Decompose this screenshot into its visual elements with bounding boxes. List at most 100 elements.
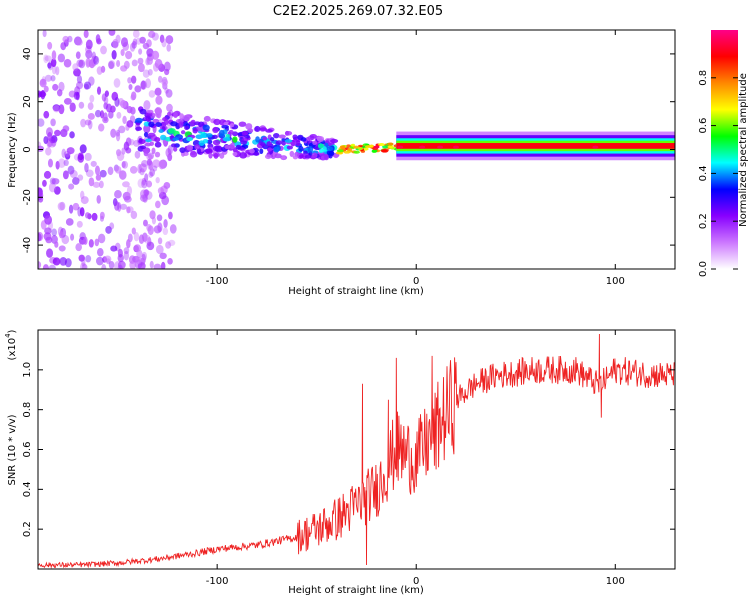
spectrogram-signal-cell bbox=[202, 124, 210, 131]
spectrogram-ticks: -100 0 100 -40 -20 0 20 40 bbox=[22, 30, 675, 287]
spectrogram-signal-cell bbox=[171, 143, 177, 148]
spectrogram-noise-cell bbox=[88, 239, 94, 248]
spectrogram-noise-cell bbox=[108, 260, 115, 269]
spectrogram-noise-cell bbox=[108, 110, 114, 119]
spectrogram-noise-cell bbox=[51, 178, 60, 185]
spectrogram-noise-cell bbox=[152, 159, 161, 168]
spectrogram-noise-cell bbox=[94, 165, 100, 176]
spectrogram-noise-cell bbox=[114, 97, 120, 107]
spectrogram-signal-cell bbox=[228, 129, 234, 135]
spectrogram-signal-cell bbox=[223, 121, 231, 126]
spectrogram-noise-cell bbox=[108, 61, 115, 70]
spectrogram-signal-cell bbox=[325, 146, 334, 151]
spectrogram-noise-cell bbox=[139, 168, 145, 176]
spectrogram-noise-cell bbox=[132, 30, 140, 38]
spectrogram-noise-cell bbox=[94, 109, 102, 118]
spectrogram-noise-cell bbox=[50, 75, 56, 82]
spectrogram-noise-cell bbox=[155, 176, 160, 184]
spectrogram-noise-cell bbox=[117, 254, 124, 263]
spectrogram-ytick-label: 20 bbox=[22, 95, 33, 108]
spectrogram-signal-cell bbox=[259, 127, 268, 131]
spectrogram-signal-cell bbox=[307, 145, 314, 153]
colorbar-tick-label: 0.0 bbox=[698, 261, 709, 277]
spectrogram-noise-cell bbox=[69, 131, 75, 139]
spectrogram-xtick-label: 0 bbox=[413, 276, 419, 287]
spectrogram-noise-cell bbox=[117, 260, 126, 269]
spectrogram-noise-cell bbox=[93, 55, 100, 65]
spectrogram-noise-cell bbox=[116, 151, 125, 161]
spectrogram-noise-cell bbox=[53, 186, 61, 195]
spectrogram-signal-cell bbox=[281, 155, 286, 160]
spectrogram-noise-cell bbox=[52, 83, 59, 91]
spectrogram-noise-cell bbox=[57, 202, 65, 211]
spectrogram-noise-cell bbox=[147, 225, 154, 236]
spectrogram-noise-cell bbox=[62, 125, 70, 132]
spectrogram-signal-cell bbox=[190, 119, 196, 124]
spectrogram-noise-cell bbox=[63, 97, 72, 105]
spectrogram-ylabel: Frequency (Hz) bbox=[7, 112, 18, 188]
spectrogram-marks bbox=[38, 30, 675, 269]
spectrogram-noise-cell bbox=[151, 216, 157, 225]
spectrogram-xtick-label: -100 bbox=[206, 276, 229, 287]
spectrogram-signal-cell bbox=[273, 146, 280, 153]
spectrogram-signal-cell bbox=[330, 138, 339, 144]
spectrogram-peak-cell bbox=[397, 145, 404, 149]
spectrogram-noise-cell bbox=[129, 165, 138, 174]
spectrogram-carrier-cell bbox=[350, 143, 356, 147]
spectrogram-signal-cell bbox=[221, 124, 229, 129]
spectrogram-noise-cell bbox=[38, 118, 45, 127]
spectrogram-noise-cell bbox=[151, 147, 156, 155]
colorbar-tick-label: 0.8 bbox=[698, 70, 709, 86]
spectrogram-signal-cell bbox=[155, 122, 162, 127]
spectrogram-noise-cell bbox=[84, 162, 89, 173]
spectrogram-signal-cell bbox=[182, 114, 191, 122]
spectrogram-noise-cell bbox=[167, 144, 173, 155]
spectrogram-signal-cell bbox=[317, 152, 325, 156]
spectrogram-noise-cell bbox=[59, 231, 64, 239]
spectrogram-noise-cell bbox=[159, 34, 165, 43]
spectrogram-signal-cell bbox=[198, 140, 205, 146]
spectrogram-signal-cell bbox=[212, 139, 221, 146]
spectrogram-signal-cell bbox=[152, 118, 160, 124]
spectrogram-noise-cell bbox=[76, 39, 83, 46]
spectrogram-noise-cell bbox=[61, 148, 67, 159]
spectrogram-noise-cell bbox=[96, 248, 104, 257]
spectrogram-noise-cell bbox=[144, 78, 152, 89]
spectrogram-carrier-cell bbox=[343, 150, 351, 154]
spectrogram-carrier-cell bbox=[353, 150, 360, 154]
spectrogram-noise-cell bbox=[38, 145, 45, 152]
snr-frame bbox=[37, 329, 676, 570]
spectrogram-noise-cell bbox=[96, 66, 103, 75]
snr-marks bbox=[38, 333, 675, 569]
spectrogram-noise-cell bbox=[87, 113, 95, 120]
spectrogram-ytick-label: 0 bbox=[22, 146, 33, 152]
spectrogram-noise-cell bbox=[125, 50, 133, 60]
spectrogram-noise-cell bbox=[51, 64, 57, 75]
spectrogram-noise-cell bbox=[142, 69, 150, 78]
spectrogram-noise-cell bbox=[96, 86, 102, 95]
spectrogram-signal-cell bbox=[180, 130, 186, 135]
spectrogram-signal-cell bbox=[194, 144, 201, 150]
spectrogram-noise-cell bbox=[98, 180, 104, 189]
spectrogram-signal-cell bbox=[135, 117, 143, 123]
spectrogram-noise-cell bbox=[155, 200, 161, 209]
spectrogram-noise-cell bbox=[51, 228, 57, 237]
spectrogram-carrier-band bbox=[396, 143, 675, 149]
spectrogram-noise-cell bbox=[59, 257, 67, 266]
spectrogram-noise-cell bbox=[138, 63, 145, 73]
snr-xlabel: Height of straight line (km) bbox=[288, 585, 424, 596]
spectrogram-noise-cell bbox=[140, 80, 146, 90]
colorbar-ticks: 0.0 0.2 0.4 0.6 0.8 bbox=[698, 70, 738, 277]
spectrogram-noise-cell bbox=[57, 53, 66, 63]
spectrogram-noise-cell bbox=[96, 194, 101, 204]
spectrogram-noise-cell bbox=[58, 245, 66, 252]
spectrogram-noise-cell bbox=[149, 168, 155, 177]
spectrogram-signal-cell bbox=[167, 111, 172, 117]
spectrogram-signal-cell bbox=[281, 141, 286, 146]
spectrogram-signal-cell bbox=[299, 154, 304, 159]
spectrogram-noise-cell bbox=[155, 95, 163, 105]
spectrogram-noise-cell bbox=[89, 94, 95, 103]
spectrogram-noise-cell bbox=[161, 79, 169, 86]
spectrogram-signal-cell bbox=[143, 131, 149, 138]
spectrogram-noise-cell bbox=[132, 38, 138, 46]
